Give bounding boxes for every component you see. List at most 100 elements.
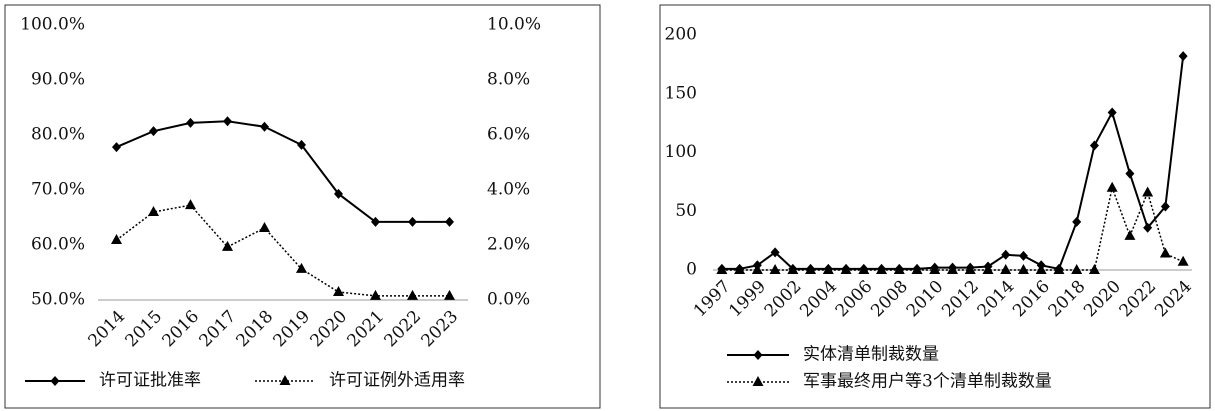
y-tick-label: 60.0% <box>31 235 85 255</box>
marker <box>408 216 417 227</box>
y-tick-label: 150 <box>665 83 697 103</box>
x-tick-label: 2024 <box>1151 277 1196 322</box>
marker <box>858 264 870 274</box>
y-tick-label: 90.0% <box>31 70 85 90</box>
x-tick-label: 2016 <box>158 307 203 352</box>
marker <box>185 199 196 210</box>
marker <box>982 264 994 274</box>
marker <box>1000 264 1012 274</box>
marker <box>1072 216 1082 227</box>
marker <box>822 264 834 274</box>
x-tick-label: 2015 <box>121 307 166 352</box>
marker <box>371 216 380 227</box>
x-tick-label: 2014 <box>974 277 1019 322</box>
y-tick-label: 80.0% <box>31 125 85 145</box>
marker <box>334 188 343 199</box>
marker <box>1071 264 1083 274</box>
marker <box>297 139 306 150</box>
x-tick-label: 2022 <box>1116 277 1161 322</box>
marker <box>1142 186 1154 197</box>
y2-tick-label: 10.0% <box>487 15 541 35</box>
y-tick-label: 100 <box>665 142 697 162</box>
y-tick-label: 100.0% <box>20 15 85 35</box>
marker <box>186 117 195 128</box>
x-tick-label: 2022 <box>380 307 425 352</box>
marker <box>751 264 763 274</box>
y-tick-label: 0 <box>686 260 697 280</box>
legend-label: 军事最终用户等3个清单制裁数量 <box>803 372 1052 392</box>
marker <box>769 264 781 274</box>
marker <box>1001 249 1011 260</box>
marker <box>716 264 728 274</box>
marker <box>805 264 817 274</box>
marker <box>259 221 270 232</box>
panel-border <box>4 4 601 409</box>
x-tick-label: 2010 <box>903 277 948 322</box>
x-tick-label: 2008 <box>867 277 912 322</box>
marker <box>1160 201 1170 212</box>
x-tick-label: 2018 <box>1045 277 1090 322</box>
x-tick-label: 2004 <box>796 277 841 322</box>
y2-tick-label: 0.0% <box>487 290 530 310</box>
y-tick-label: 50.0% <box>31 290 85 310</box>
x-tick-label: 2021 <box>343 307 388 352</box>
marker <box>1035 264 1047 274</box>
series-line <box>116 204 450 297</box>
x-tick-label: 2017 <box>195 307 240 352</box>
marker <box>111 234 122 245</box>
y2-tick-label: 8.0% <box>487 70 530 90</box>
marker <box>1017 264 1029 274</box>
x-tick-label: 2016 <box>1009 277 1054 322</box>
legend-label: 许可证批准率 <box>99 371 201 391</box>
legend-label: 实体清单制裁数量 <box>803 345 939 365</box>
marker <box>1178 51 1188 62</box>
marker <box>1053 264 1065 274</box>
marker <box>1143 222 1153 233</box>
y-tick-label: 50 <box>675 201 697 221</box>
y2-tick-label: 6.0% <box>487 125 530 145</box>
marker <box>734 264 746 274</box>
x-tick-label: 2020 <box>306 307 351 352</box>
marker <box>1177 255 1189 266</box>
marker <box>148 206 159 216</box>
marker <box>1088 264 1100 274</box>
marker <box>296 262 307 273</box>
marker <box>222 240 233 251</box>
marker <box>876 264 888 274</box>
marker <box>893 264 905 274</box>
marker <box>444 289 455 300</box>
marker <box>50 376 60 386</box>
marker <box>929 264 941 274</box>
marker <box>112 142 121 153</box>
x-tick-label: 2012 <box>938 277 983 322</box>
series-line <box>721 56 1185 270</box>
marker <box>1107 107 1117 118</box>
legend-label: 许可证例外适用率 <box>329 371 465 391</box>
marker <box>1089 140 1099 151</box>
marker <box>370 289 381 300</box>
y-tick-label: 200 <box>665 25 697 45</box>
marker <box>333 286 344 297</box>
marker <box>260 121 269 132</box>
marker <box>445 216 454 227</box>
marker <box>787 264 799 274</box>
marker <box>752 376 764 386</box>
x-tick-label: 2019 <box>269 307 314 352</box>
marker <box>964 264 976 274</box>
marker <box>149 126 158 137</box>
y2-tick-label: 2.0% <box>487 235 530 255</box>
marker <box>1106 181 1118 192</box>
marker <box>1159 247 1171 258</box>
marker <box>279 375 291 385</box>
x-tick-label: 1997 <box>690 277 735 322</box>
marker <box>770 247 780 258</box>
marker <box>407 289 418 300</box>
x-tick-label: 2018 <box>232 307 277 352</box>
x-tick-label: 1999 <box>725 277 770 322</box>
marker <box>753 350 763 360</box>
marker <box>1124 229 1136 240</box>
y2-tick-label: 4.0% <box>487 180 530 200</box>
marker <box>840 264 852 274</box>
